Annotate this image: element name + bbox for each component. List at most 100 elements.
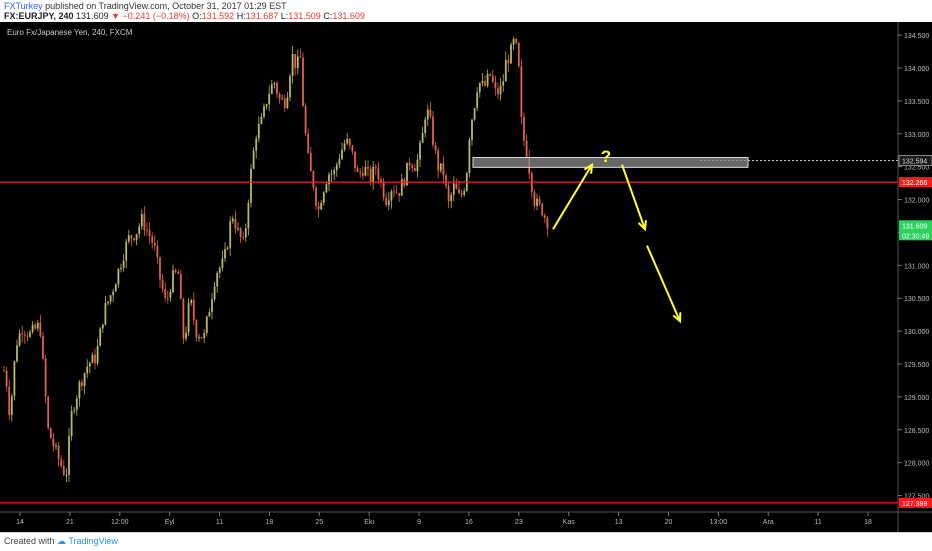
candle-body	[380, 179, 382, 182]
candle-body	[338, 159, 341, 165]
candle-body	[351, 145, 354, 152]
candle-body	[270, 84, 273, 94]
candle-body	[83, 373, 86, 386]
tradingview-logo-text[interactable]: TradingView	[68, 536, 118, 546]
candle-body	[237, 228, 239, 230]
candle-body	[520, 66, 523, 117]
candle-body	[499, 85, 502, 95]
candle-body	[73, 409, 76, 411]
candle-body	[411, 165, 414, 169]
candle-body	[450, 194, 453, 202]
price-tick-label: 128.000	[904, 461, 929, 468]
candle-body	[372, 166, 375, 183]
candle-body	[68, 436, 70, 475]
candle-body	[16, 345, 18, 362]
candle-body	[304, 106, 307, 134]
price-tick-label: 129.500	[904, 362, 929, 369]
time-tick-label: 11	[216, 519, 223, 526]
candle-body	[260, 116, 263, 124]
time-tick-label: 9	[417, 519, 421, 526]
candle-body	[96, 345, 99, 364]
candle-body	[208, 312, 211, 317]
candle-body	[166, 297, 169, 299]
candle-body	[151, 236, 154, 243]
candle-body	[312, 171, 315, 188]
candle-body	[179, 273, 182, 300]
open-label: O:	[192, 11, 202, 21]
candle-body	[434, 145, 437, 151]
candle-body	[510, 44, 512, 64]
candle-body	[294, 53, 297, 69]
candle-body	[460, 193, 463, 195]
candle-body	[364, 166, 367, 176]
candle-body	[546, 217, 549, 229]
candle-body	[320, 202, 323, 210]
candle-body	[484, 81, 486, 86]
candle-body	[257, 123, 260, 139]
high-value: 131.687	[245, 11, 279, 21]
price-tick-label: 127.500	[904, 494, 929, 501]
candle-body	[497, 88, 499, 95]
candle-body	[140, 213, 143, 227]
candle-body	[486, 73, 489, 86]
price-tick-label: 132.500	[904, 165, 929, 172]
created-with: Created with ☁ TradingView	[4, 536, 118, 547]
candle-body	[127, 235, 130, 242]
candle-body	[517, 42, 520, 67]
arrow-line	[552, 164, 593, 230]
question-mark-annotation: ?	[601, 147, 611, 166]
candle-body	[112, 291, 115, 296]
candle-body	[185, 332, 187, 339]
candle-body	[328, 174, 330, 185]
candle-body	[369, 168, 372, 183]
candle-body	[515, 38, 518, 43]
chart-area[interactable]: 134.500 134.000 133.500 133.000 132.500 132.0…	[0, 22, 932, 532]
candle-body	[429, 109, 432, 117]
publish-info: FXTurkey published on TradingView.com, O…	[4, 1, 287, 11]
candle-body	[52, 438, 55, 447]
author-link[interactable]: FXTurkey	[4, 1, 43, 11]
candle-body	[138, 226, 141, 234]
price-tick-label: 131.000	[904, 263, 929, 270]
candle-body	[504, 59, 507, 82]
candle-body	[65, 474, 68, 476]
candle-body	[439, 163, 442, 171]
candle-body	[507, 59, 510, 64]
time-tick-label: 20	[665, 519, 673, 526]
low-value: 131.509	[288, 11, 321, 21]
candle-body	[502, 81, 505, 86]
candle-body	[286, 97, 289, 109]
time-tick-label: 13	[615, 519, 623, 526]
candle-body	[283, 98, 286, 109]
candle-body	[23, 334, 26, 336]
published-text: published on TradingView.com, October 31…	[42, 1, 287, 11]
candle-body	[117, 268, 120, 285]
arrow-head	[583, 162, 594, 174]
time-tick-label: Eyl	[165, 519, 175, 526]
candle-body	[445, 175, 447, 186]
candle-body	[211, 299, 213, 313]
price-label-bg	[899, 177, 932, 188]
candle-body	[354, 151, 356, 169]
candle-body	[406, 162, 408, 186]
arrow-head	[637, 220, 647, 232]
candle-body	[387, 200, 390, 206]
price-chart[interactable]: 134.500 134.000 133.500 133.000 132.500 132.0…	[0, 22, 932, 532]
candle-body	[221, 258, 224, 268]
candle-body	[107, 301, 109, 304]
price-label-text: 132.266	[902, 180, 927, 187]
candle-body	[530, 173, 533, 193]
candle-body	[200, 337, 203, 339]
candle-body	[359, 171, 362, 173]
candle-body	[432, 116, 434, 146]
candle-body	[424, 119, 427, 134]
candle-body	[146, 230, 148, 232]
arrow-line	[621, 164, 646, 230]
close-value: 131.609	[332, 11, 365, 21]
high-label: H:	[236, 11, 246, 21]
axes-layer	[0, 22, 932, 532]
candle-body	[86, 366, 89, 374]
candle-body	[335, 164, 338, 171]
price-tick-label: 129.000	[904, 395, 929, 402]
time-tick-label: 18	[266, 519, 274, 526]
